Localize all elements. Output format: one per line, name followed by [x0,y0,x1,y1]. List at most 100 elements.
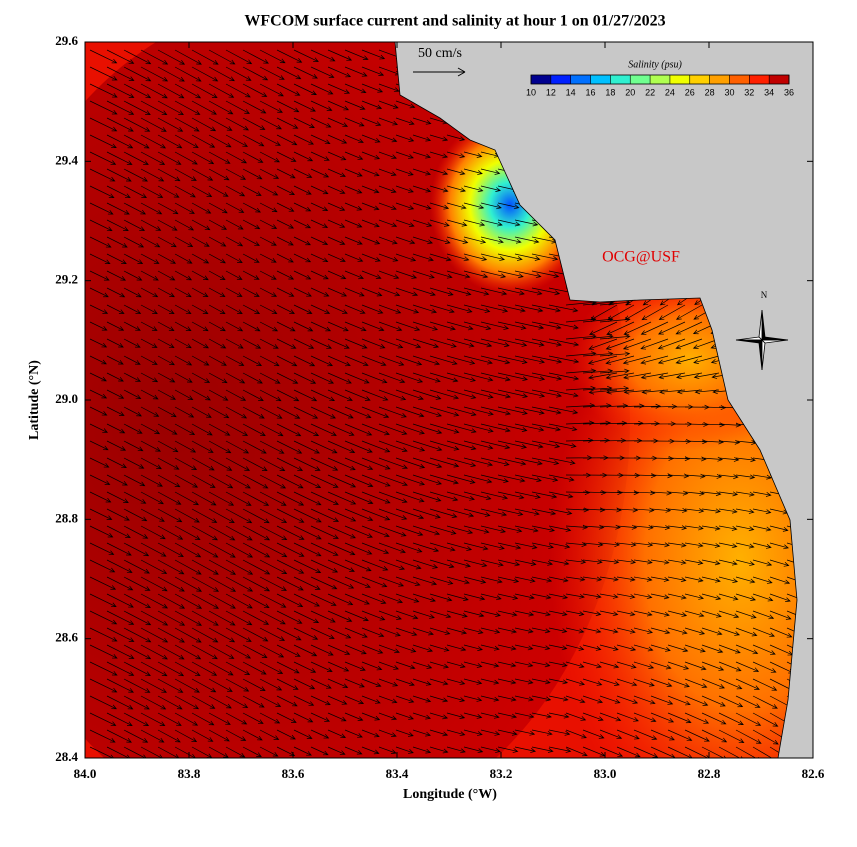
vector [191,423,213,436]
vector [497,287,525,296]
vector [157,100,184,116]
vector [89,236,112,248]
vector [225,287,243,297]
vector [276,746,296,757]
vector [208,695,232,709]
vector [633,712,657,723]
vector [89,525,114,538]
vector [157,542,184,557]
vector [640,321,669,335]
compass-label: N [761,290,768,300]
vector [140,508,165,522]
vector [208,117,233,131]
vector [174,355,193,366]
vector [514,457,543,466]
vector [361,134,381,143]
vector [157,423,178,435]
vector [531,627,551,634]
vector [157,746,180,758]
vector [174,236,194,247]
vector [89,355,107,365]
vector [106,474,128,486]
vector [429,202,450,210]
vector [293,253,312,263]
vector [276,559,305,574]
vector [208,474,234,489]
vector [174,151,198,165]
vector [531,593,552,600]
vector [599,661,620,669]
vector [616,403,645,409]
vector [140,389,159,400]
vector [276,66,302,80]
colorbar-tick-label: 30 [724,87,734,97]
vector [327,559,355,572]
vector [293,151,314,162]
vector [531,508,557,516]
vector [174,610,202,626]
vector [735,712,762,726]
vector [293,423,320,437]
colorbar-swatch [709,75,730,84]
vector [395,287,419,297]
vector [123,406,142,417]
vector [701,576,721,583]
vector [140,338,158,348]
vector [605,355,635,365]
vector [684,559,704,565]
vector [157,406,177,418]
vector [588,372,618,380]
vector [412,168,431,176]
vector [429,542,456,552]
colorbar-tick-label: 18 [605,87,615,97]
vector [276,593,304,608]
vector [616,627,636,634]
vector [429,406,460,417]
vector [106,542,132,556]
vector [123,338,141,348]
vector [446,185,466,193]
vector [429,491,459,502]
vector [310,508,340,522]
vector [344,423,373,436]
vector [701,405,727,411]
vector [293,508,322,523]
vector [395,678,415,687]
vector [657,338,686,350]
vector [658,304,686,320]
vector [157,678,184,693]
vector [480,457,510,467]
vector [735,457,756,463]
vector [675,355,703,365]
vector [157,610,186,626]
vector [191,678,217,693]
vector [259,304,278,314]
vector [293,83,317,95]
vector [344,168,363,177]
vector [174,406,195,418]
vector [446,457,477,467]
vector [599,729,623,740]
vector [480,542,505,550]
vector [693,355,720,364]
vector [480,287,508,296]
vector [208,270,226,281]
vector [548,491,574,499]
vector [276,321,296,332]
colorbar-swatch [630,75,651,84]
vector [667,678,690,688]
vector [361,525,390,538]
vector [616,644,637,652]
vector [633,473,657,478]
vector [191,644,218,660]
vector [378,729,397,737]
vector [344,270,364,280]
vector [640,338,669,350]
vector [140,678,167,693]
vector [497,576,520,584]
vector [191,304,209,315]
vector [718,610,740,619]
vector [361,185,380,194]
vector [140,525,166,540]
